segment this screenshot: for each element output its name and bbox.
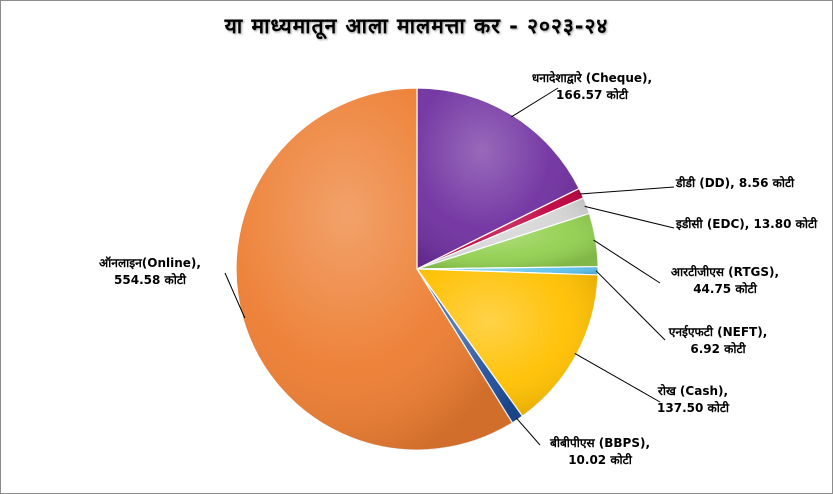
slice-label-line2-6: 10.02 कोटी: [568, 453, 633, 467]
slice-label-line2-3: 44.75 कोटी: [693, 282, 758, 296]
slice-label-line1-5: रोख (Cash),: [657, 384, 728, 398]
pie-slice-shade-6: [417, 269, 523, 423]
slice-label-5: रोख (Cash), 137.50 कोटी: [657, 384, 730, 415]
pie-slice-shade-7: [236, 88, 513, 450]
pie-slice-shade-2: [417, 197, 590, 269]
slice-label-line1-2: इडीसी (EDC), 13.80 कोटी: [675, 217, 818, 231]
slice-label-1: डीडी (DD), 8.56 कोटी: [675, 176, 795, 190]
leader-line-3: [593, 239, 661, 284]
leader-line-5: [574, 352, 661, 403]
slice-label-line2-4: 6.92 कोटी: [690, 342, 746, 356]
leader-line-1: [579, 186, 675, 195]
pie-slice-shade-1: [417, 188, 584, 269]
slice-label-0: धनादेशाद्वारे (Cheque), 166.57 कोटी: [532, 71, 652, 102]
slice-label-line1-7: ऑनलाइन(Online),: [99, 256, 201, 270]
leader-line-0: [511, 87, 559, 118]
pie-slice-shade-3: [417, 213, 598, 269]
slice-label-6: बीबीपीएस (BBPS), 10.02 कोटी: [549, 436, 650, 467]
leader-line-2: [584, 205, 675, 229]
pie-slice-shade-4: [417, 266, 598, 275]
pie-slice-shade-0: [417, 88, 580, 269]
slice-label-line2-5: 137.50 कोटी: [657, 401, 730, 415]
slice-label-line1-0: धनादेशाद्वारे (Cheque),: [532, 71, 652, 85]
slice-label-line1-3: आरटीजीएस (RTGS),: [671, 265, 779, 279]
slice-label-7: ऑनलाइन(Online), 554.58 कोटी: [99, 256, 201, 287]
slice-label-line1-6: बीबीपीएस (BBPS),: [549, 436, 650, 450]
pie-slice-shade-5: [417, 269, 598, 417]
slice-label-line2-7: 554.58 कोटी: [114, 273, 187, 287]
slice-label-3: आरटीजीएस (RTGS), 44.75 कोटी: [671, 265, 779, 296]
slice-label-line1-1: डीडी (DD), 8.56 कोटी: [675, 176, 795, 190]
slice-label-line2-0: 166.57 कोटी: [556, 88, 629, 102]
slice-label-line1-4: एनईएफटी (NEFT),: [668, 325, 768, 339]
slice-label-2: इडीसी (EDC), 13.80 कोटी: [675, 217, 818, 231]
chart-title: या माध्यमातून आला मालमत्ता कर - २०२३-२४: [224, 14, 609, 38]
leader-line-7: [224, 272, 246, 319]
leader-line-4: [595, 270, 666, 341]
slice-label-4: एनईएफटी (NEFT), 6.92 कोटी: [668, 325, 768, 356]
leader-line-6: [515, 417, 541, 446]
